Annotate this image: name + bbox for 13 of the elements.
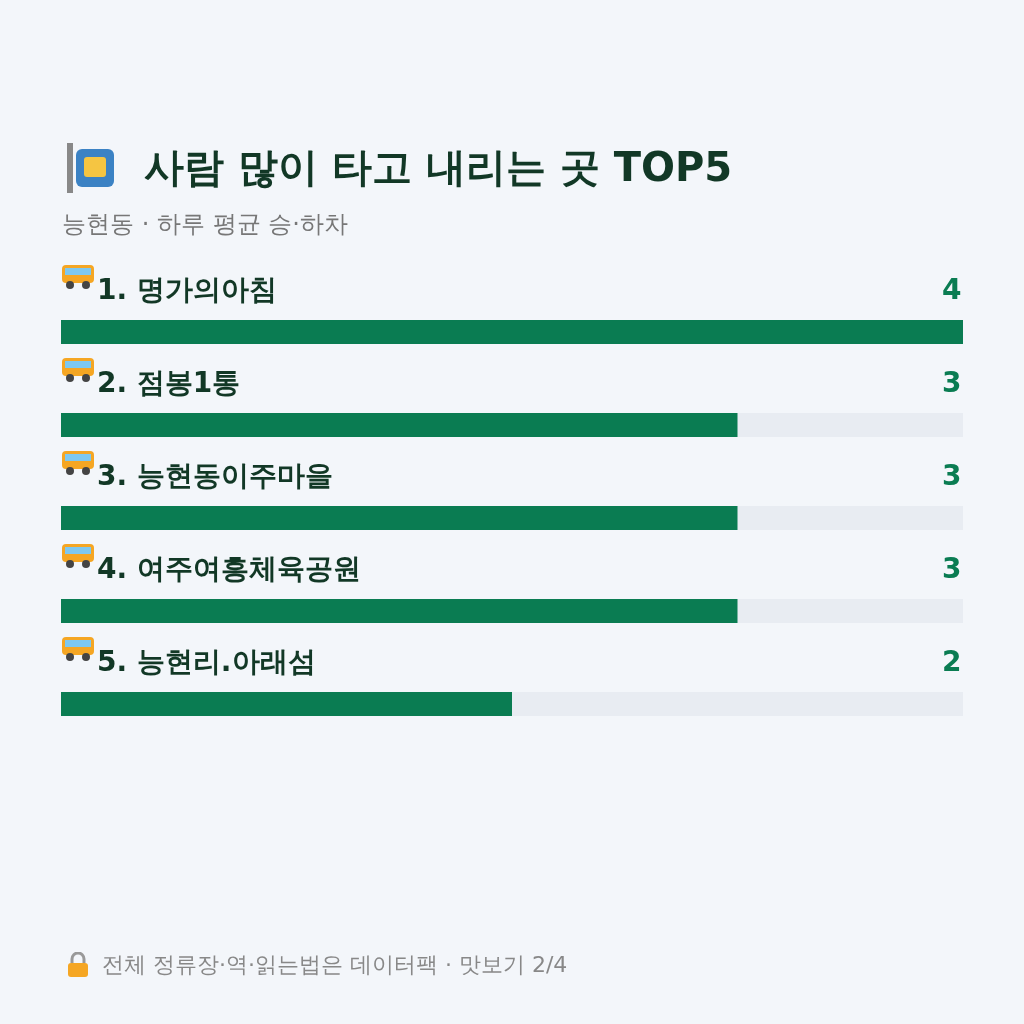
y-tick-label: 2. 점봉1통	[97, 366, 241, 399]
data-label: 3	[942, 552, 962, 585]
y-tick-label: 4. 여주여흥체육공원	[97, 552, 361, 585]
chart-subtitle: 능현동 · 하루 평균 승·하차	[62, 209, 348, 240]
y-tick-label: 3. 능현동이주마을	[97, 459, 333, 492]
data-label: 4	[942, 273, 962, 306]
chart-title: 사람 많이 타고 내리는 곳 TOP5	[144, 143, 733, 192]
y-tick-label: 5. 능현리.아래섬	[97, 645, 316, 678]
text: 전체 정류장·역·읽는법은 데이터팩 · 맛보기 2/4	[102, 951, 568, 979]
data-label: 2	[942, 645, 962, 678]
y-tick-label: 1. 명가의아침	[97, 273, 277, 306]
data-label: 3	[942, 459, 962, 492]
data-label: 3	[942, 366, 962, 399]
